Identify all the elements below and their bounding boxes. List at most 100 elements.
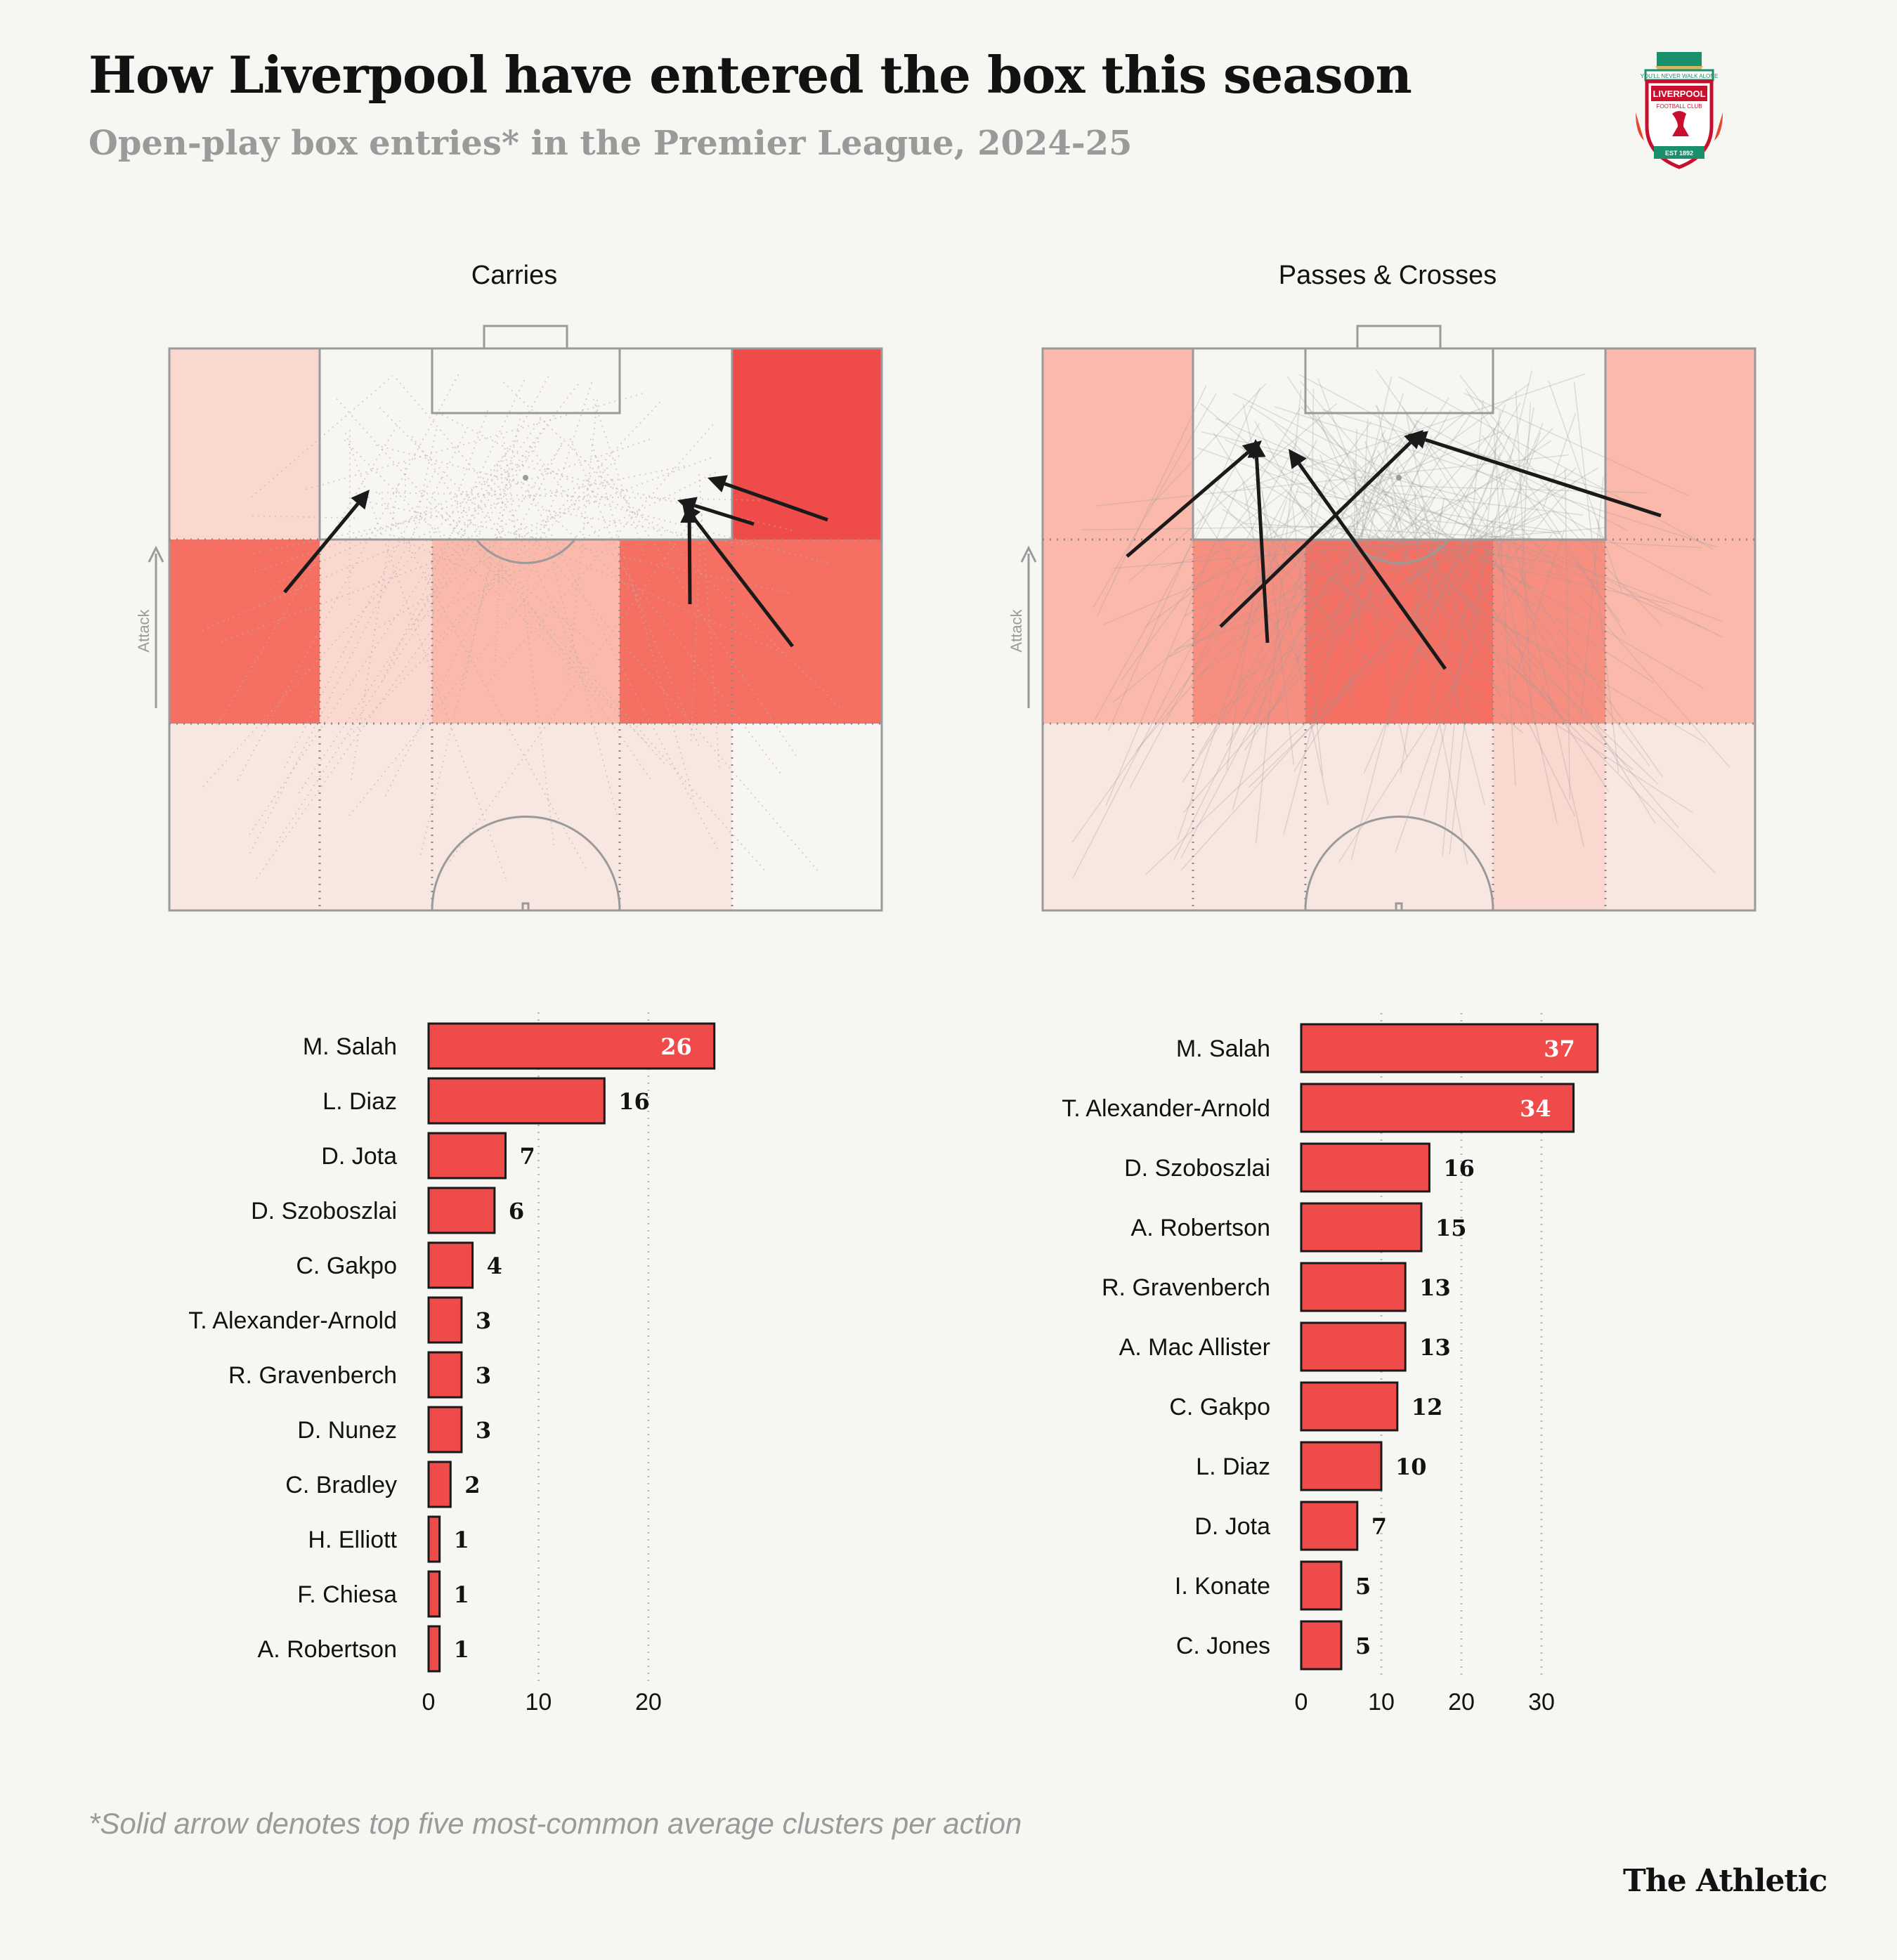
entry-trace — [1493, 428, 1516, 786]
entry-trace — [1145, 467, 1577, 875]
cluster-arrow — [1408, 431, 1662, 518]
bar — [427, 1132, 507, 1180]
entry-trace — [202, 530, 433, 632]
carries-zone-heatmap — [169, 348, 882, 910]
entry-trace — [542, 509, 755, 547]
zone-cell — [1043, 348, 1193, 540]
entry-trace — [1105, 489, 1238, 806]
entry-trace — [448, 522, 594, 646]
x-tick-label: 20 — [635, 1689, 662, 1716]
entry-trace — [1338, 534, 1553, 863]
goal — [1356, 325, 1442, 350]
bar-value-label: 13 — [1419, 1334, 1451, 1361]
entry-trace — [1442, 400, 1484, 857]
bar-category-label: H. Elliott — [308, 1527, 397, 1553]
entry-trace — [1317, 378, 1386, 558]
entry-trace — [1310, 388, 1315, 624]
entry-trace — [1204, 485, 1378, 670]
entry-trace — [1198, 454, 1380, 755]
entry-trace — [698, 473, 720, 768]
entry-trace — [690, 514, 703, 741]
zone-cell — [732, 724, 882, 910]
entry-trace — [1423, 370, 1533, 817]
bar — [1300, 1202, 1423, 1253]
entry-trace — [1357, 418, 1369, 640]
entry-trace — [1263, 419, 1419, 729]
entry-trace — [1096, 385, 1207, 617]
entry-trace — [344, 431, 507, 880]
entry-trace — [1230, 490, 1390, 648]
entry-trace — [1128, 403, 1337, 582]
x-tick-label: 0 — [1295, 1689, 1308, 1716]
bar — [427, 1022, 716, 1070]
entry-trace — [1453, 423, 1544, 641]
zone-cell — [620, 540, 732, 724]
entry-trace — [1200, 440, 1552, 674]
passes-pitch-title: Passes & Crosses — [1279, 261, 1497, 290]
bar-category-label: F. Chiesa — [297, 1581, 397, 1608]
carries-pitch-markings — [168, 325, 883, 912]
zone-cell — [732, 540, 882, 724]
bar-category-label: L. Diaz — [1196, 1453, 1270, 1480]
bar-value-label: 1 — [454, 1581, 469, 1608]
entry-trace — [1353, 458, 1362, 584]
chart-subtitle: Open-play box entries* in the Premier Le… — [89, 124, 1133, 163]
entry-trace — [1364, 488, 1704, 689]
cluster-arrow — [1289, 449, 1447, 670]
entry-trace — [1387, 447, 1515, 728]
bar — [427, 1406, 463, 1453]
entry-trace — [1279, 529, 1435, 605]
bar-category-label: T. Alexander-Arnold — [188, 1307, 397, 1334]
bar-value-label: 10 — [1395, 1453, 1427, 1480]
entry-trace — [1350, 429, 1357, 705]
entry-trace — [1403, 472, 1576, 817]
entry-trace — [1226, 521, 1265, 770]
bar — [427, 1187, 496, 1234]
bar-category-label: C. Jones — [1176, 1633, 1270, 1659]
entry-trace — [1161, 495, 1428, 568]
bar — [1300, 1023, 1599, 1073]
bar-value-label: 26 — [660, 1033, 692, 1060]
entry-trace — [526, 382, 593, 582]
entry-trace — [1173, 511, 1551, 651]
bar — [427, 1570, 441, 1618]
entry-trace — [433, 498, 765, 870]
entry-trace — [1200, 403, 1634, 770]
bar-value-label: 13 — [1419, 1274, 1451, 1301]
entry-trace — [509, 516, 587, 674]
zone-cell — [1193, 724, 1305, 910]
cluster-arrow — [1247, 439, 1270, 643]
bar — [1300, 1560, 1343, 1611]
centre-circle — [1304, 816, 1494, 911]
bar-value-label: 5 — [1355, 1633, 1371, 1659]
bar-category-label: A. Robertson — [258, 1636, 397, 1663]
entry-trace — [449, 528, 686, 862]
x-tick-label: 10 — [1368, 1689, 1395, 1716]
entry-trace — [1390, 495, 1399, 534]
entry-trace — [486, 424, 714, 685]
entry-trace — [1096, 454, 1570, 507]
entry-trace — [1459, 374, 1586, 537]
entry-trace — [1369, 428, 1553, 628]
bar — [427, 1077, 606, 1125]
entry-trace — [1299, 380, 1679, 829]
bar-category-label: A. Robertson — [1131, 1215, 1270, 1241]
entry-trace — [1492, 449, 1584, 847]
x-tick-label: 10 — [526, 1689, 552, 1716]
entry-trace — [1371, 496, 1436, 621]
entry-trace — [1419, 518, 1560, 535]
carries-attack-label: Attack — [135, 608, 152, 652]
entry-trace — [1225, 397, 1449, 746]
entry-trace — [1180, 502, 1515, 871]
zone-cell — [1043, 540, 1193, 724]
footnote: *Solid arrow denotes top five most-commo… — [89, 1807, 1022, 1840]
crest-sub-text: FOOTBALL CLUB — [1656, 103, 1702, 110]
entry-trace — [1454, 480, 1577, 627]
entry-trace — [1318, 513, 1397, 592]
passes-bar-chart: 0 10 20 30 M. Salah 37 T. Alexander-Arnold 34 D.… — [1062, 1013, 1599, 1716]
zone-cell — [1605, 348, 1755, 540]
bar-category-label: D. Szoboszlai — [1124, 1155, 1270, 1182]
bar-category-label: T. Alexander-Arnold — [1062, 1095, 1270, 1122]
zone-cell — [732, 348, 882, 540]
zone-cell — [1193, 540, 1305, 724]
